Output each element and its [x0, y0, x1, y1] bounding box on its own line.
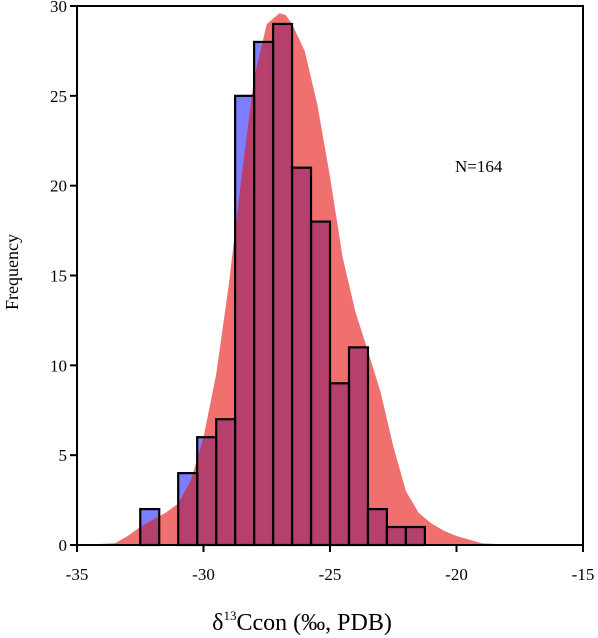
histogram-overlap-3 — [197, 437, 217, 545]
y-tick-label: 25 — [50, 87, 67, 106]
x-tick-label: -30 — [192, 565, 215, 584]
y-tick-label: 15 — [50, 267, 67, 286]
histogram-overlap-4 — [216, 419, 236, 545]
histogram-overlap-14 — [405, 527, 425, 545]
histogram-overlap-12 — [367, 509, 387, 545]
sample-size-annotation: N=164 — [455, 157, 503, 176]
x-tick-label: -20 — [445, 565, 468, 584]
y-tick-label: 0 — [59, 536, 68, 555]
x-tick-label: -35 — [66, 565, 89, 584]
histogram-overlap-7 — [273, 23, 293, 545]
histogram-overlap-8 — [292, 167, 312, 545]
x-tick-label: -15 — [572, 565, 595, 584]
histogram-overlap-6 — [254, 41, 274, 545]
x-axis-title-superscript: 13 — [223, 608, 236, 623]
y-tick-label: 5 — [59, 446, 68, 465]
y-tick-label: 10 — [50, 356, 67, 375]
plot-area — [77, 13, 533, 547]
axes: -35 -30 -25 -20 -15 0 5 10 15 20 25 30 — [50, 0, 594, 584]
histogram-overlap-10 — [330, 383, 349, 545]
x-axis-title-suffix: Ccon (‰, PDB) — [236, 610, 391, 636]
x-axis-title: δ13Ccon (‰, PDB) — [212, 608, 392, 636]
y-tick-label: 30 — [50, 0, 67, 16]
x-tick-label: -25 — [319, 565, 342, 584]
y-axis-title: Frequency — [2, 234, 22, 310]
histogram-overlap-11 — [348, 347, 368, 545]
histogram-overlap-13 — [386, 527, 406, 545]
overlap-region — [140, 23, 425, 545]
x-axis-title-prefix: δ — [212, 610, 223, 636]
histogram-overlap-5 — [235, 95, 255, 545]
y-tick-label: 20 — [50, 177, 67, 196]
histogram-overlap-9 — [311, 221, 330, 545]
